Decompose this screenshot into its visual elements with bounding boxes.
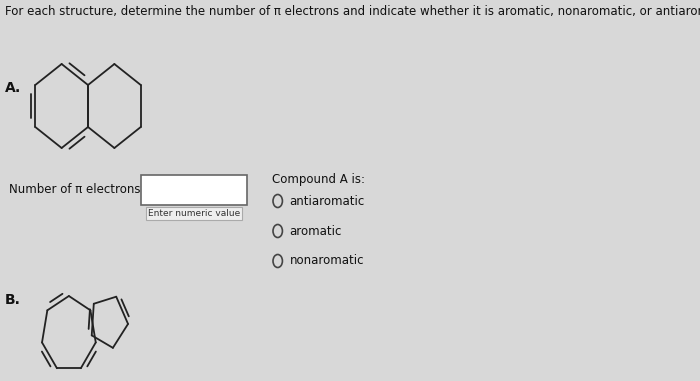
Text: Number of π electrons in A:: Number of π electrons in A: xyxy=(8,182,170,195)
Text: For each structure, determine the number of π electrons and indicate whether it : For each structure, determine the number… xyxy=(5,5,700,18)
Text: nonaromatic: nonaromatic xyxy=(290,255,364,267)
Text: antiaromatic: antiaromatic xyxy=(290,194,365,208)
Text: A.: A. xyxy=(5,81,21,95)
Text: B.: B. xyxy=(5,293,21,307)
Text: Enter numeric value: Enter numeric value xyxy=(148,209,240,218)
Circle shape xyxy=(273,224,282,237)
Circle shape xyxy=(273,255,282,267)
Circle shape xyxy=(273,194,282,208)
FancyBboxPatch shape xyxy=(141,175,246,205)
Text: aromatic: aromatic xyxy=(290,224,342,237)
Text: Compound A is:: Compound A is: xyxy=(272,173,365,186)
